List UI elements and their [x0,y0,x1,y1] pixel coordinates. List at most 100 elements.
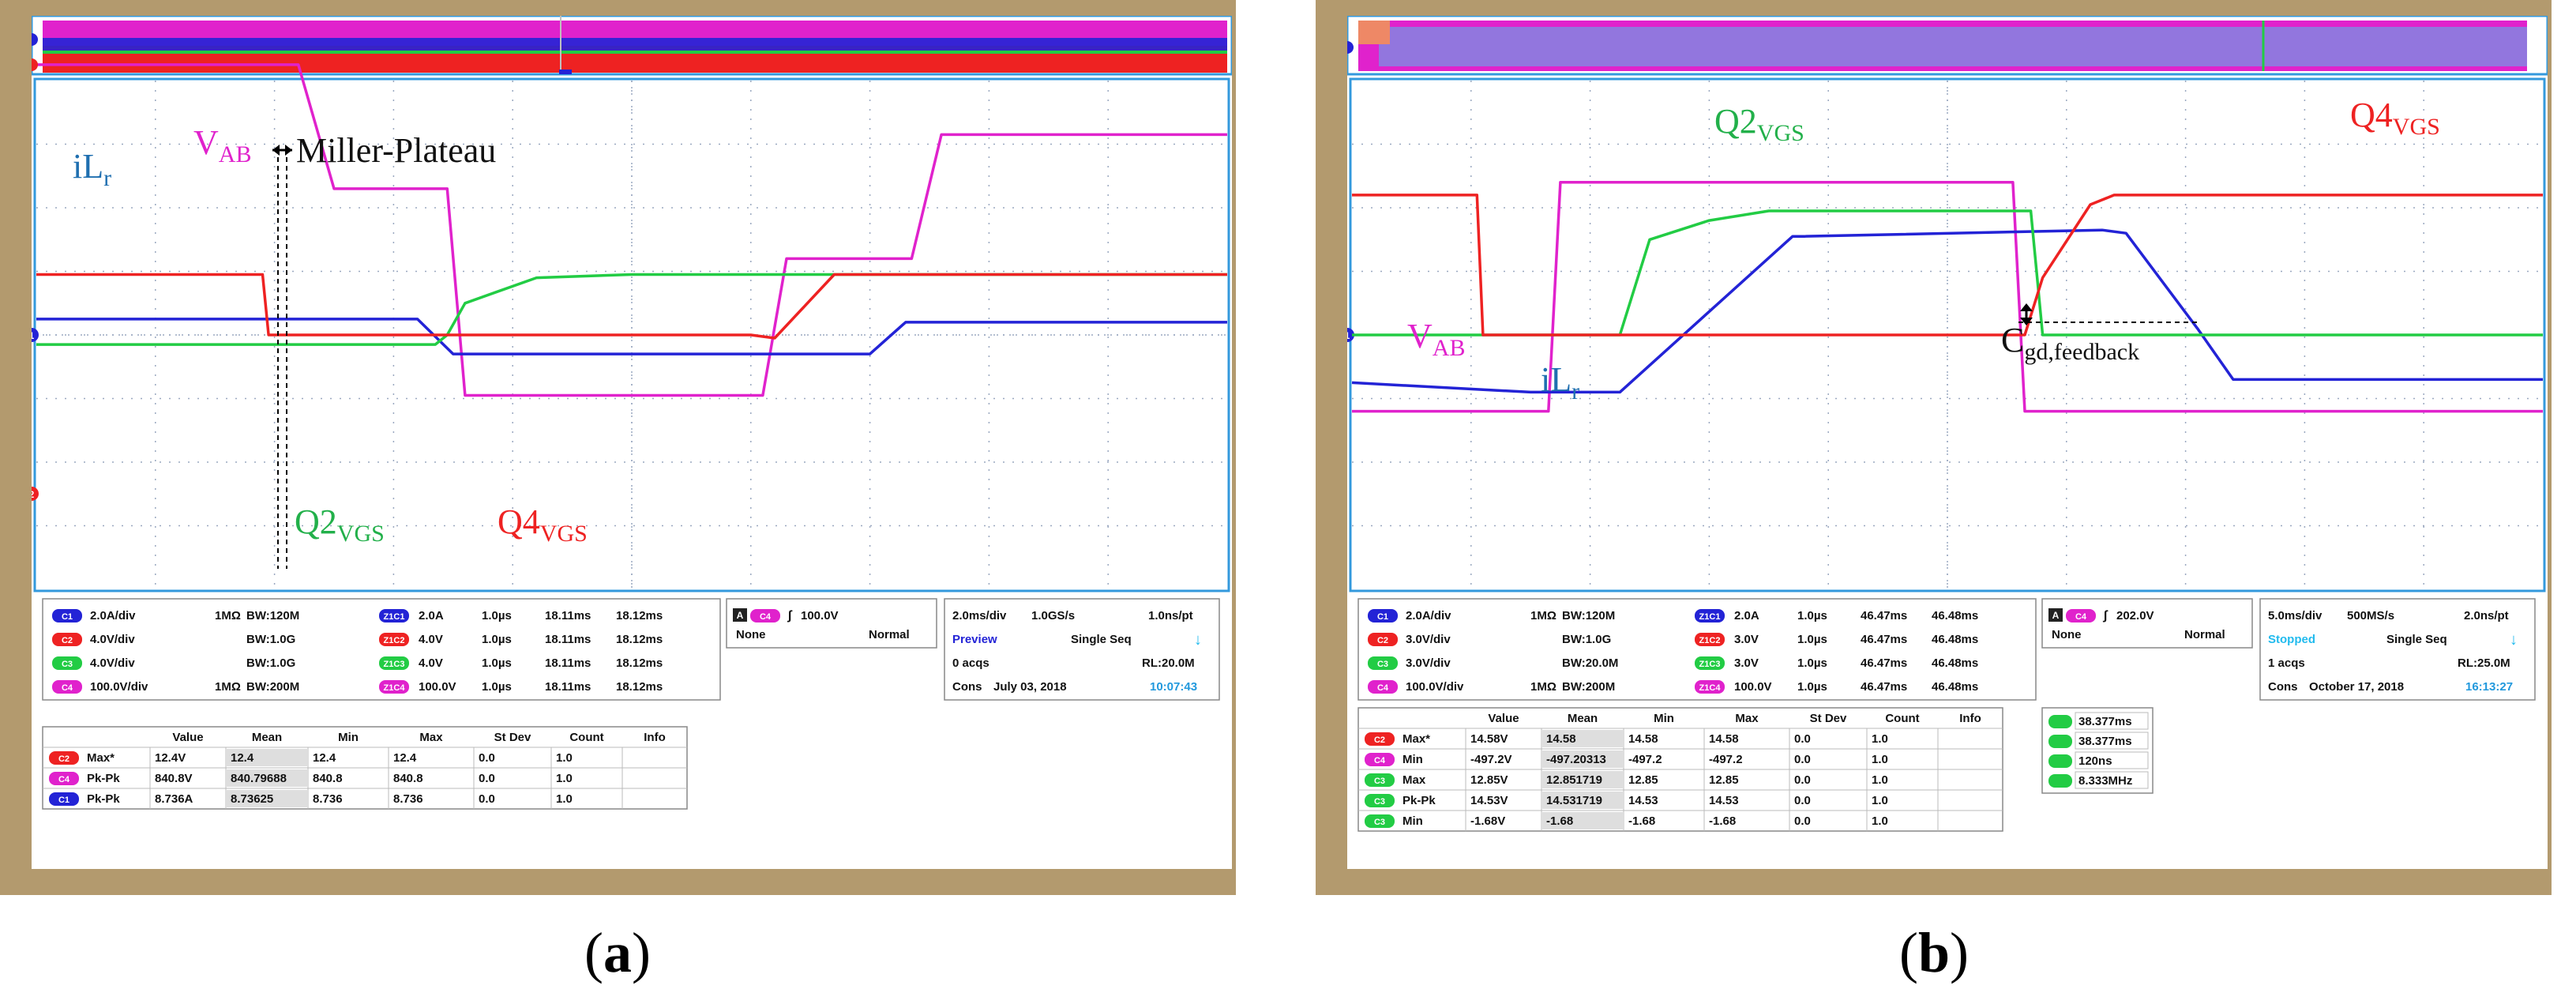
measurement-channel-badge-text: C3 [1374,797,1385,807]
measurement-cell: 8.73625 [231,792,273,806]
trace-c1-b [1351,228,2543,394]
acq-sample-rate: 500MS/s [2347,609,2394,622]
acq-cons: Cons [2268,680,2298,694]
measurement-cell: 8.736 [313,792,343,806]
channel-badge-c3 [52,656,82,670]
channel-badge-c4-text: C4 [62,683,73,693]
acq-cons: Cons [952,680,982,694]
cursor-badge [2048,715,2072,728]
q4-label-b: Q4VGS [2350,96,2440,140]
measurement-channel-badge-text: C3 [1374,777,1385,786]
channel-badge-c1 [1368,609,1398,622]
measurement-cell: 840.79688 [231,772,287,785]
overview-frame-b [1347,16,2548,76]
info-panels-b: C1 2.0A/div 1MΩ BW:120M Z1C1 2.0A 1.0µs 46.47ms… [1357,598,2536,832]
zoom-start: 18.11ms [545,633,591,646]
measurement-cell: 1.0 [1872,794,1888,807]
il-label-a: iLr [73,147,111,191]
acq-state: Stopped [2268,633,2315,646]
acq-resolution: 2.0ns/pt [2464,609,2509,622]
measurement-header: Min [338,731,359,744]
acq-count: 1 acqs [2268,656,2305,670]
caption-a: (a) [584,921,651,984]
cgd-marker [2018,303,2200,325]
zoom-time: 1.0µs [482,633,512,646]
trigger-box [2041,598,2253,649]
measurement-channel-badge [1365,753,1395,766]
measurement-cell: 8.736A [155,792,193,806]
acq-time: 10:07:43 [1150,680,1197,694]
zoom-start: 46.47ms [1861,656,1907,670]
info-panels-a: C1 2.0A/div 1MΩ BW:120M Z1C1 2.0A 1.0µs 18.11ms… [42,598,1220,810]
measurement-channel-badge-text: C4 [58,775,70,784]
measurement-cell: 12.4 [393,751,417,765]
trace-c3-a [36,273,1227,346]
measurement-cell: 14.531719 [1546,794,1602,807]
channel-badge-c1-text: C1 [62,612,73,622]
measurement-channel-badge [49,772,79,785]
measurement-cell: 1.0 [1872,732,1888,746]
acq-sample-rate: 1.0GS/s [1031,609,1075,622]
zoom-start: 18.11ms [545,656,591,670]
measurement-channel-badge-text: C4 [1374,756,1386,765]
measurement-name: Max [1403,773,1426,787]
zoom-scale: 3.0V [1734,633,1759,646]
measurement-cell: 8.736 [393,792,423,806]
zoom-badge-z1c4 [1695,680,1725,694]
measurement-header: St Dev [1810,712,1847,725]
acq-sequence: Single Seq [2386,633,2447,646]
channel-scale: 3.0V/div [1406,656,1451,670]
measurement-cell: -1.68 [1546,814,1573,828]
trigger-level: 202.0V [2116,609,2154,622]
acq-arrow-icon: ↓ [1194,631,1202,649]
measurement-cell: 0.0 [479,751,495,765]
measurement-name: Min [1403,753,1423,766]
zoom-end: 18.12ms [616,633,663,646]
measurement-cell: 1.0 [1872,773,1888,787]
channel-bandwidth: BW:120M [246,609,299,622]
acq-time-per-div: 2.0ms/div [952,609,1007,622]
cursor-badge [2048,754,2072,768]
plot-channel-marker-text: 1 [1347,330,1350,341]
measurement-cell: -497.2V [1470,753,1512,766]
acq-record-length: RL:25.0M [2458,656,2510,670]
measurement-cell: 0.0 [1794,773,1811,787]
trigger-edge-icon: ∫ [2102,609,2108,622]
zoom-badge-z1c1 [379,609,409,622]
zoom-scale: 2.0A [1734,609,1759,622]
measurement-header: Min [1654,712,1674,725]
measurement-channel-badge [1365,794,1395,807]
acq-date: July 03, 2018 [993,680,1067,694]
miller-plateau-label: Miller-Plateau [296,131,496,170]
q2-label-b: Q2VGS [1714,102,1804,146]
measurement-cell: 14.58 [1628,732,1658,746]
cursor-value: 38.377ms [2078,715,2132,728]
zoom-badge-z1c2-text: Z1C2 [1699,636,1721,645]
overview-ch1-band [43,38,1227,52]
measurement-name: Pk-Pk [87,772,120,785]
measurement-channel-badge-text: C1 [58,795,69,805]
measurement-cell: -1.68V [1470,814,1505,828]
measurement-header: Max [1735,712,1759,725]
channel-scale: 2.0A/div [1406,609,1451,622]
measurement-cell: -497.2 [1709,753,1743,766]
measurement-cell: 14.53 [1709,794,1739,807]
trigger-coupling: None [2052,628,2082,641]
measurement-cell: 0.0 [1794,753,1811,766]
measurement-channel-badge [1365,814,1395,828]
channel-impedance: 1MΩ [1530,680,1556,694]
measurement-cell: 14.53V [1470,794,1508,807]
zoom-start: 46.47ms [1861,680,1907,694]
zoom-end: 18.12ms [616,609,663,622]
measurement-channel-badge [1365,773,1395,787]
plot-channel-marker-text: 1 [32,330,35,341]
measurement-name: Max* [87,751,115,765]
zoom-time: 1.0µs [482,609,512,622]
channel-marker-1-b [1347,41,1354,54]
zoom-time: 1.0µs [1797,656,1827,670]
trace-c4-b [1352,181,2543,413]
channel-scale: 4.0V/div [90,633,135,646]
zoom-time: 1.0µs [1797,633,1827,646]
zoom-start: 46.47ms [1861,609,1907,622]
measurement-cell: 1.0 [556,772,573,785]
